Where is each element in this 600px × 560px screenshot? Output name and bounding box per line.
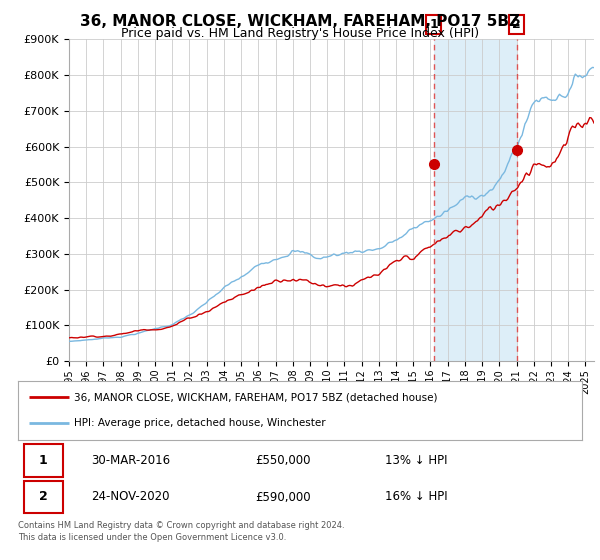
Text: 2: 2 (39, 491, 48, 503)
FancyBboxPatch shape (23, 444, 63, 477)
Text: Contains HM Land Registry data © Crown copyright and database right 2024.
This d: Contains HM Land Registry data © Crown c… (18, 521, 344, 542)
Text: 1: 1 (430, 18, 438, 31)
FancyBboxPatch shape (23, 480, 63, 514)
Text: 2: 2 (512, 18, 521, 31)
Text: £550,000: £550,000 (255, 454, 310, 467)
Text: Price paid vs. HM Land Registry's House Price Index (HPI): Price paid vs. HM Land Registry's House … (121, 27, 479, 40)
Bar (434, 39, 517, 361)
Text: 36, MANOR CLOSE, WICKHAM, FAREHAM, PO17 5BZ (detached house): 36, MANOR CLOSE, WICKHAM, FAREHAM, PO17 … (74, 392, 438, 402)
Text: 13% ↓ HPI: 13% ↓ HPI (385, 454, 447, 467)
Text: 16% ↓ HPI: 16% ↓ HPI (385, 491, 447, 503)
Text: £590,000: £590,000 (255, 491, 311, 503)
Text: 24-NOV-2020: 24-NOV-2020 (91, 491, 170, 503)
Text: 36, MANOR CLOSE, WICKHAM, FAREHAM, PO17 5BZ: 36, MANOR CLOSE, WICKHAM, FAREHAM, PO17 … (80, 14, 520, 29)
Text: HPI: Average price, detached house, Winchester: HPI: Average price, detached house, Winc… (74, 418, 326, 428)
Text: 30-MAR-2016: 30-MAR-2016 (91, 454, 170, 467)
Text: 1: 1 (39, 454, 48, 467)
